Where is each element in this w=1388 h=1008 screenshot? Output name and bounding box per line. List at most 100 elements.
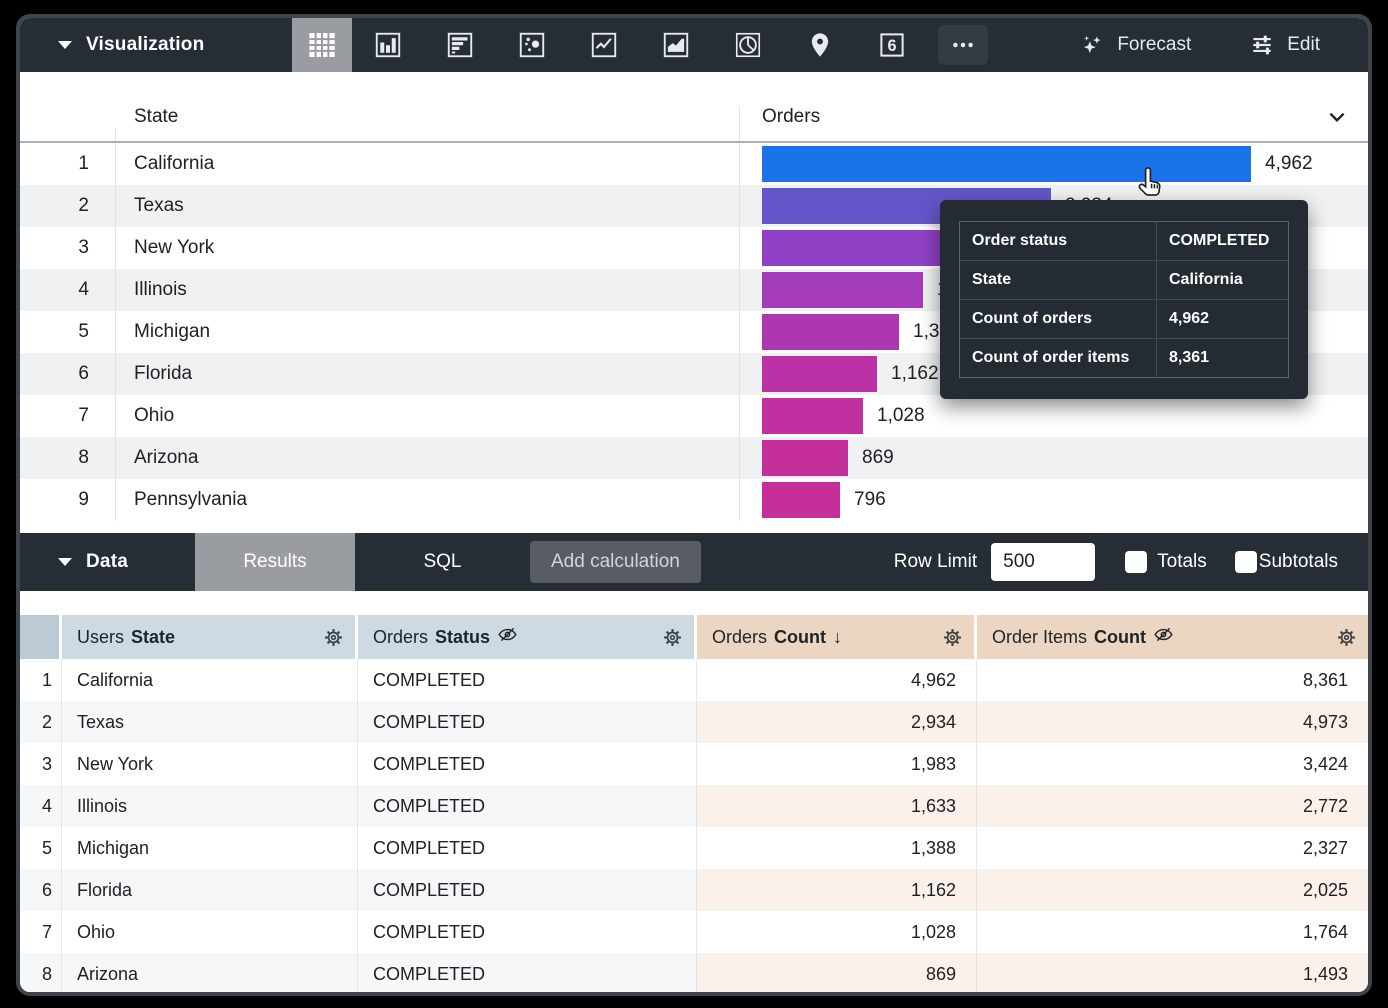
- header-orders-count[interactable]: Orders Count ↓: [697, 615, 977, 659]
- status-cell[interactable]: COMPLETED: [358, 827, 697, 869]
- viz-orders-header[interactable]: Orders: [740, 106, 1368, 141]
- viz-type-pie-button[interactable]: [712, 18, 784, 72]
- data-table-body: 1 California COMPLETED 4,962 8,361 2 Tex…: [20, 659, 1368, 992]
- order-items-count-cell[interactable]: 2,772: [977, 785, 1368, 827]
- viz-type-table-button[interactable]: [292, 18, 352, 72]
- viz-type-column-button[interactable]: [352, 18, 424, 72]
- tooltip-value: 4,962: [1156, 299, 1288, 338]
- status-cell[interactable]: COMPLETED: [358, 701, 697, 743]
- orders-bar[interactable]: [762, 146, 1251, 182]
- status-cell[interactable]: COMPLETED: [358, 785, 697, 827]
- viz-state-cell: Michigan: [116, 311, 740, 353]
- viz-state-cell: New York: [116, 227, 740, 269]
- map-pin-icon: [811, 33, 829, 57]
- gear-icon[interactable]: [661, 626, 684, 649]
- totals-checkbox[interactable]: [1125, 551, 1148, 573]
- order-items-count-cell[interactable]: 8,361: [1302, 670, 1348, 690]
- hand-cursor-icon: [1133, 164, 1169, 205]
- orders-bar-value: 869: [862, 447, 894, 468]
- viz-table-row: 1 California 4,962: [20, 143, 1368, 185]
- viz-state-header[interactable]: State: [116, 106, 740, 141]
- state-cell[interactable]: Illinois: [62, 785, 358, 827]
- table-row: 4 Illinois COMPLETED 1,633 2,772: [20, 785, 1368, 827]
- state-cell[interactable]: Texas: [62, 701, 358, 743]
- viz-type-bar-button[interactable]: [424, 18, 496, 72]
- add-calculation-button[interactable]: Add calculation: [530, 541, 701, 583]
- tooltip-label: State: [960, 260, 1156, 299]
- order-items-count-cell[interactable]: 1,493: [977, 953, 1368, 992]
- orders-count-cell[interactable]: 2,934: [697, 701, 977, 743]
- orders-bar[interactable]: [762, 440, 848, 476]
- status-cell[interactable]: COMPLETED: [358, 659, 697, 701]
- orders-count-cell[interactable]: 1,162: [697, 869, 977, 911]
- orders-count-cell[interactable]: 1,388: [697, 827, 977, 869]
- row-number-cell: 8: [20, 953, 62, 992]
- status-cell[interactable]: COMPLETED: [358, 911, 697, 953]
- edit-button[interactable]: Edit: [1249, 18, 1320, 72]
- orders-bar[interactable]: [762, 272, 923, 308]
- forecast-button[interactable]: Forecast: [1079, 18, 1191, 72]
- viz-table-row: 8 Arizona 869: [20, 437, 1368, 479]
- order-items-count-cell[interactable]: 2,025: [977, 869, 1368, 911]
- orders-bar[interactable]: [762, 356, 877, 392]
- table-icon: [309, 33, 335, 57]
- order-items-count-cell[interactable]: 2,327: [1302, 838, 1348, 858]
- viz-state-cell: Pennsylvania: [116, 479, 740, 521]
- status-cell[interactable]: COMPLETED: [358, 743, 697, 785]
- viz-type-scatter-button[interactable]: [496, 18, 568, 72]
- row-limit-input[interactable]: [991, 543, 1096, 581]
- state-cell[interactable]: Ohio: [62, 911, 358, 953]
- orders-count-cell[interactable]: 4,962: [697, 659, 977, 701]
- visualization-toolbar: Visualization: [20, 18, 1368, 72]
- state-cell[interactable]: New York: [62, 743, 358, 785]
- gear-icon[interactable]: [941, 626, 964, 649]
- viz-type-line-button[interactable]: [568, 18, 640, 72]
- orders-bar-value: 4,962: [1265, 153, 1313, 174]
- header-order-items-count[interactable]: Order Items Count: [977, 615, 1368, 659]
- state-cell[interactable]: California: [62, 659, 358, 701]
- row-limit-label: Row Limit: [893, 551, 978, 572]
- subtotals-label: Subtotals: [1258, 551, 1338, 572]
- status-cell[interactable]: COMPLETED: [358, 953, 697, 992]
- viz-type-single-value-button[interactable]: 6: [856, 18, 928, 72]
- orders-count-cell[interactable]: 1,028: [697, 911, 977, 953]
- gear-icon[interactable]: [1335, 626, 1358, 649]
- data-section-toggle[interactable]: Data: [20, 533, 195, 591]
- explore-window: Visualization: [16, 14, 1372, 996]
- orders-count-cell[interactable]: 1,633: [697, 785, 977, 827]
- tooltip-label: Count of order items: [960, 338, 1156, 377]
- scatter-plot-icon: [519, 32, 545, 58]
- tab-sql[interactable]: SQL: [423, 551, 462, 572]
- caret-down-icon: [58, 558, 72, 566]
- svg-text:6: 6: [887, 37, 896, 55]
- viz-table-row: 7 Ohio 1,028: [20, 395, 1368, 437]
- tab-results[interactable]: Results: [195, 533, 355, 591]
- sort-desc-icon[interactable]: ↓: [833, 626, 842, 647]
- orders-bar[interactable]: [762, 482, 840, 518]
- visualization-section-toggle[interactable]: Visualization: [20, 18, 292, 72]
- viz-row-number: 1: [20, 143, 116, 185]
- status-cell[interactable]: COMPLETED: [358, 869, 697, 911]
- orders-count-cell[interactable]: 1,983: [697, 743, 977, 785]
- orders-bar[interactable]: [762, 398, 863, 434]
- viz-type-area-button[interactable]: [640, 18, 712, 72]
- orders-bar[interactable]: [762, 314, 899, 350]
- viz-row-number: 7: [20, 395, 116, 437]
- header-orders-status[interactable]: Orders Status: [358, 615, 697, 659]
- more-viz-types-button[interactable]: [938, 25, 988, 65]
- subtotals-checkbox[interactable]: [1234, 551, 1257, 573]
- gear-icon[interactable]: [322, 626, 345, 649]
- orders-bar[interactable]: [762, 230, 957, 266]
- state-cell[interactable]: Florida: [62, 869, 358, 911]
- orders-count-cell[interactable]: 869: [697, 953, 977, 992]
- header-users-state[interactable]: Users State: [62, 615, 358, 659]
- order-items-count-cell[interactable]: 3,424: [1302, 754, 1348, 774]
- order-items-count-cell[interactable]: 1,764: [1302, 922, 1348, 942]
- state-cell[interactable]: Arizona: [62, 953, 358, 992]
- viz-type-map-button[interactable]: [784, 18, 856, 72]
- order-items-count-cell[interactable]: 4,973: [977, 701, 1368, 743]
- viz-orders-cell: 1,028: [740, 395, 1368, 437]
- orders-bar-value: 1,028: [877, 405, 925, 426]
- state-cell[interactable]: Michigan: [62, 827, 358, 869]
- chevron-down-icon[interactable]: [1326, 106, 1348, 128]
